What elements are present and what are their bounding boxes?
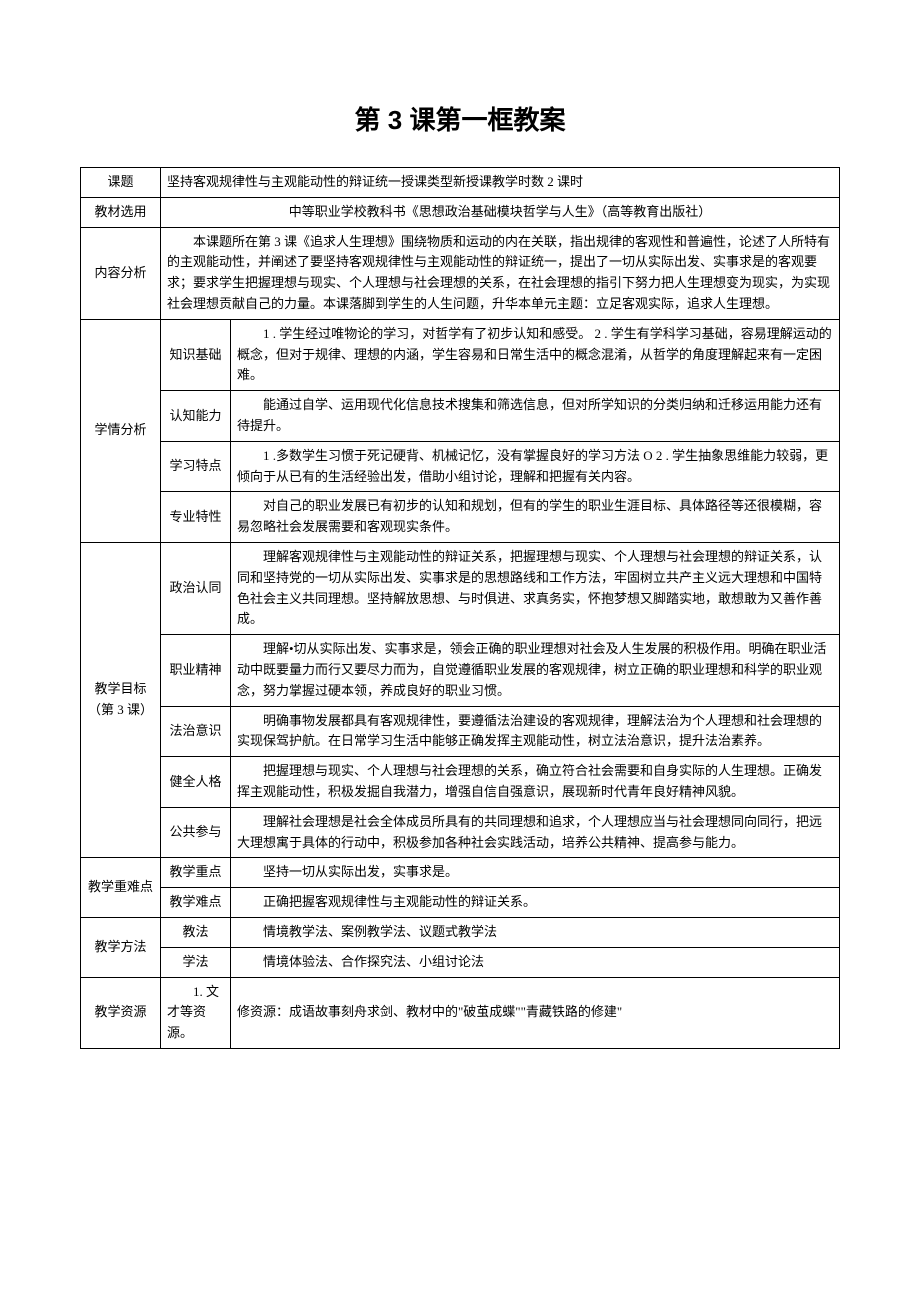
table-row: 学习特点 1 .多数学生习惯于死记硬背、机械记忆，没有掌握良好的学习方法 O 2… [81,441,840,492]
sublabel-jianquan: 健全人格 [161,757,231,808]
table-row: 内容分析 本课题所在第 3 课《追求人生理想》围绕物质和运动的内在关联，指出规律… [81,227,840,319]
table-row: 认知能力 能通过自学、运用现代化信息技术搜集和筛选信息，但对所学知识的分类归纳和… [81,391,840,442]
cell-zhiye: 理解•切从实际出发、实事求是，领会正确的职业理想对社会及人生发展的积极作用。明确… [231,635,840,706]
cell-jiaocai: 中等职业学校教科书《思想政治基础模块哲学与人生》（高等教育出版社） [161,197,840,227]
lesson-plan-table: 课题 坚持客观规律性与主观能动性的辩证统一授课类型新授课教学时数 2 课时 教材… [80,167,840,1049]
cell-ziyuan-prefix: 1. 文才等资源。 [161,977,231,1048]
cell-xuefa: 情境体验法、合作探究法、小组讨论法 [231,947,840,977]
cell-zhuanye: 对自己的职业发展已有初步的认知和规划，但有的学生的职业生涯目标、具体路径等还很模… [231,492,840,543]
table-row: 学情分析 知识基础 1 . 学生经过唯物论的学习，对哲学有了初步认知和感受。 2… [81,319,840,390]
cell-jiaofa: 情境教学法、案例教学法、议题式教学法 [231,917,840,947]
table-row: 教材选用 中等职业学校教科书《思想政治基础模块哲学与人生》（高等教育出版社） [81,197,840,227]
cell-ziyuan: 修资源：成语故事刻舟求剑、教材中的"破茧成蝶""青藏铁路的修建" [231,977,840,1048]
label-ziyuan: 教学资源 [81,977,161,1048]
table-row: 法治意识 明确事物发展都具有客观规律性，要遵循法治建设的客观规律，理解法治为个人… [81,706,840,757]
sublabel-zhengzhi: 政治认同 [161,542,231,634]
sublabel-fazhi: 法治意识 [161,706,231,757]
sublabel-zhongdian: 教学重点 [161,858,231,888]
cell-xuexi: 1 .多数学生习惯于死记硬背、机械记忆，没有掌握良好的学习方法 O 2 . 学生… [231,441,840,492]
table-row: 教学重难点 教学重点 坚持一切从实际出发，实事求是。 [81,858,840,888]
cell-nandian: 正确把握客观规律性与主观能动性的辩证关系。 [231,888,840,918]
sublabel-gonggong: 公共参与 [161,807,231,858]
sublabel-zhuanye: 专业特性 [161,492,231,543]
sublabel-nandian: 教学难点 [161,888,231,918]
table-row: 教学方法 教法 情境教学法、案例教学法、议题式教学法 [81,917,840,947]
table-row: 职业精神 理解•切从实际出发、实事求是，领会正确的职业理想对社会及人生发展的积极… [81,635,840,706]
table-row: 学法 情境体验法、合作探究法、小组讨论法 [81,947,840,977]
sublabel-xuefa: 学法 [161,947,231,977]
sublabel-renzhi: 认知能力 [161,391,231,442]
table-row: 专业特性 对自己的职业发展已有初步的认知和规划，但有的学生的职业生涯目标、具体路… [81,492,840,543]
label-mubiao: 教学目标（第 3 课） [81,542,161,857]
sublabel-zhiye: 职业精神 [161,635,231,706]
table-row: 教学难点 正确把握客观规律性与主观能动性的辩证关系。 [81,888,840,918]
page-title: 第 3 课第一框教案 [80,100,840,137]
table-row: 课题 坚持客观规律性与主观能动性的辩证统一授课类型新授课教学时数 2 课时 [81,168,840,198]
cell-zhishi: 1 . 学生经过唯物论的学习，对哲学有了初步认知和感受。 2 . 学生有学科学习… [231,319,840,390]
cell-renzhi: 能通过自学、运用现代化信息技术搜集和筛选信息，但对所学知识的分类归纳和迁移运用能… [231,391,840,442]
label-neirong: 内容分析 [81,227,161,319]
sublabel-jiaofa: 教法 [161,917,231,947]
table-row: 教学目标（第 3 课） 政治认同 理解客观规律性与主观能动性的辩证关系，把握理想… [81,542,840,634]
cell-fazhi: 明确事物发展都具有客观规律性，要遵循法治建设的客观规律，理解法治为个人理想和社会… [231,706,840,757]
cell-keti: 坚持客观规律性与主观能动性的辩证统一授课类型新授课教学时数 2 课时 [161,168,840,198]
label-keti: 课题 [81,168,161,198]
cell-jianquan: 把握理想与现实、个人理想与社会理想的关系，确立符合社会需要和自身实际的人生理想。… [231,757,840,808]
table-row: 健全人格 把握理想与现实、个人理想与社会理想的关系，确立符合社会需要和自身实际的… [81,757,840,808]
cell-zhengzhi: 理解客观规律性与主观能动性的辩证关系，把握理想与现实、个人理想与社会理想的辩证关… [231,542,840,634]
label-fangfa: 教学方法 [81,917,161,977]
cell-zhongdian: 坚持一切从实际出发，实事求是。 [231,858,840,888]
sublabel-zhishi: 知识基础 [161,319,231,390]
table-row: 公共参与 理解社会理想是社会全体成员所具有的共同理想和追求，个人理想应当与社会理… [81,807,840,858]
label-xueqing: 学情分析 [81,319,161,542]
cell-neirong: 本课题所在第 3 课《追求人生理想》围绕物质和运动的内在关联，指出规律的客观性和… [161,227,840,319]
label-zhongnan: 教学重难点 [81,858,161,918]
label-jiaocai: 教材选用 [81,197,161,227]
table-row: 教学资源 1. 文才等资源。 修资源：成语故事刻舟求剑、教材中的"破茧成蝶""青… [81,977,840,1048]
sublabel-xuexi: 学习特点 [161,441,231,492]
cell-gonggong: 理解社会理想是社会全体成员所具有的共同理想和追求，个人理想应当与社会理想同向同行… [231,807,840,858]
